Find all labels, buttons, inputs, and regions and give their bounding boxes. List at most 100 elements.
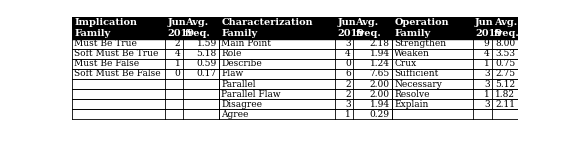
Bar [72,49,165,59]
Bar [492,17,518,39]
Bar [335,39,353,49]
Text: Avg.
freq.: Avg. freq. [494,18,520,38]
Text: Must Be False: Must Be False [74,59,139,68]
Text: Flaw: Flaw [221,69,244,78]
Text: 0.59: 0.59 [197,59,217,68]
Text: 0.29: 0.29 [370,109,390,118]
Bar [353,109,392,119]
Bar [392,59,473,69]
Text: Implication
Family: Implication Family [74,18,137,38]
Bar [219,59,335,69]
Bar [183,109,219,119]
Bar [335,79,353,89]
Bar [473,39,492,49]
Bar [183,17,219,39]
Bar [492,39,518,49]
Bar [492,99,518,109]
Bar [165,79,183,89]
Bar [183,69,219,79]
Bar [183,89,219,99]
Text: Agree: Agree [221,109,249,118]
Bar [219,49,335,59]
Bar [392,99,473,109]
Bar [492,79,518,89]
Bar [335,49,353,59]
Text: 1.94: 1.94 [370,99,390,108]
Text: 8.00: 8.00 [495,39,515,48]
Text: Sufficient: Sufficient [394,69,439,78]
Bar [473,49,492,59]
Bar [219,89,335,99]
Text: Necessary: Necessary [394,79,442,88]
Text: Crux: Crux [394,59,416,68]
Bar [72,89,165,99]
Bar [165,109,183,119]
Bar [183,59,219,69]
Bar [72,99,165,109]
Text: Operation
Family: Operation Family [394,18,449,38]
Bar [473,89,492,99]
Bar [473,99,492,109]
Text: 2: 2 [345,89,351,98]
Text: 3: 3 [345,99,351,108]
Bar [353,59,392,69]
Bar [335,99,353,109]
Text: Explain: Explain [394,99,428,108]
Text: 1: 1 [345,109,351,118]
Text: 3: 3 [484,69,489,78]
Text: Disagree: Disagree [221,99,262,108]
Bar [335,69,353,79]
Text: Resolve: Resolve [394,89,430,98]
Text: 1.82: 1.82 [495,89,515,98]
Text: 2: 2 [175,39,181,48]
Bar [219,109,335,119]
Text: Jun
2019: Jun 2019 [338,18,365,38]
Bar [353,49,392,59]
Bar [392,49,473,59]
Text: 2.00: 2.00 [370,79,390,88]
Bar [492,109,518,119]
Text: 9: 9 [484,39,489,48]
Text: Main Point: Main Point [221,39,271,48]
Text: 0: 0 [175,69,181,78]
Bar [165,17,183,39]
Bar [353,79,392,89]
Bar [473,69,492,79]
Text: 7.65: 7.65 [369,69,390,78]
Bar [392,89,473,99]
Text: Soft Must Be True: Soft Must Be True [74,49,159,58]
Text: 1.94: 1.94 [370,49,390,58]
Bar [335,17,353,39]
Text: 5.18: 5.18 [197,49,217,58]
Text: Jun
2019: Jun 2019 [475,18,502,38]
Text: 4: 4 [345,49,351,58]
Bar [353,17,392,39]
Bar [219,99,335,109]
Bar [473,79,492,89]
Text: Role: Role [221,49,242,58]
Text: 2.00: 2.00 [370,89,390,98]
Bar [165,89,183,99]
Bar [72,69,165,79]
Bar [219,17,335,39]
Bar [72,79,165,89]
Text: 2.11: 2.11 [495,99,515,108]
Bar [72,39,165,49]
Bar [492,69,518,79]
Text: 2: 2 [345,79,351,88]
Text: Strengthen: Strengthen [394,39,446,48]
Text: 0.17: 0.17 [197,69,217,78]
Text: 3: 3 [484,99,489,108]
Bar [183,79,219,89]
Text: Soft Must Be False: Soft Must Be False [74,69,161,78]
Text: 1: 1 [484,59,489,68]
Text: 3: 3 [484,79,489,88]
Bar [353,89,392,99]
Bar [335,59,353,69]
Bar [219,39,335,49]
Bar [353,69,392,79]
Bar [72,59,165,69]
Bar [353,39,392,49]
Bar [183,99,219,109]
Text: 1: 1 [175,59,181,68]
